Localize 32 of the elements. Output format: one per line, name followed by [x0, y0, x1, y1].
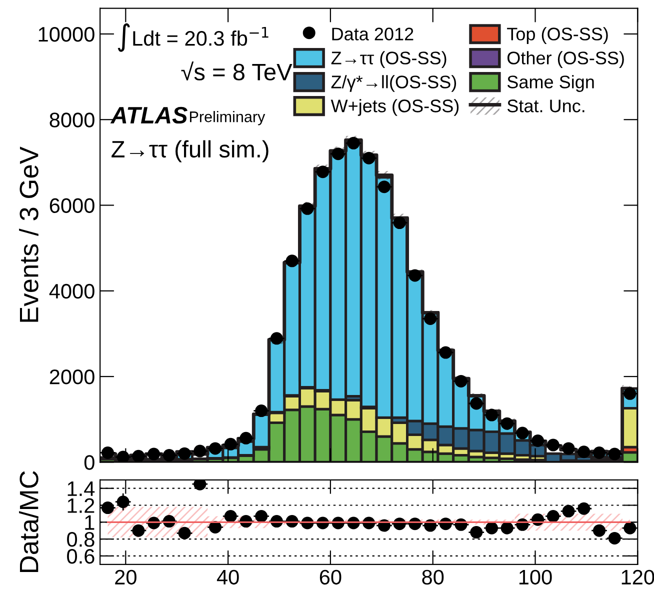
legend-label: Z→ττ (OS-SS) [331, 51, 446, 68]
x-tick-label: 20 [115, 570, 136, 585]
y-tick-label: 1.2 [68, 498, 94, 513]
annotation: √s = 8 TeV [181, 62, 292, 80]
y-tick-label: 0.6 [67, 548, 94, 564]
annotation: ATLAS [110, 106, 188, 124]
legend-label: W+jets (OS-SS) [330, 99, 459, 116]
legend-label: Other (OS-SS) [507, 51, 624, 68]
y-tick-label: 1 [85, 515, 94, 530]
legend-label: Stat. Unc. [507, 100, 584, 112]
y-tick-label: 6000 [50, 198, 94, 213]
annotation: Preliminary [190, 110, 266, 126]
legend-label: Top (OS-SS) [507, 27, 608, 44]
y-tick-label: 0.8 [67, 532, 94, 547]
legend-label: Same Sign [507, 75, 594, 92]
annotation: Z→ττ (full sim.) [112, 140, 268, 162]
x-tick-label: 120 [622, 570, 654, 585]
y-tick-label: 2000 [50, 370, 94, 384]
y-tick-label: 10000 [38, 26, 94, 42]
y-tick-label: 8000 [50, 112, 94, 128]
y-tick-label: 1.4 [68, 482, 95, 496]
y-axis-title: Data/MC [19, 471, 38, 572]
y-axis-title: Events / 3 GeV [19, 146, 38, 322]
legend-label: Z/γ*→ll(OS-SS) [331, 75, 456, 92]
y-tick-label: 4000 [49, 284, 94, 299]
y-tick-label: 0 [84, 455, 94, 470]
x-tick-label: 80 [422, 570, 444, 585]
x-tick-label: 40 [216, 570, 239, 585]
x-tick-label: 60 [320, 570, 342, 585]
x-tick-label: 100 [519, 570, 552, 585]
annotation: ∫Ldt = 20.3 fb$^{−1}$ [118, 23, 268, 52]
legend-label: Data 2012 [332, 28, 414, 40]
